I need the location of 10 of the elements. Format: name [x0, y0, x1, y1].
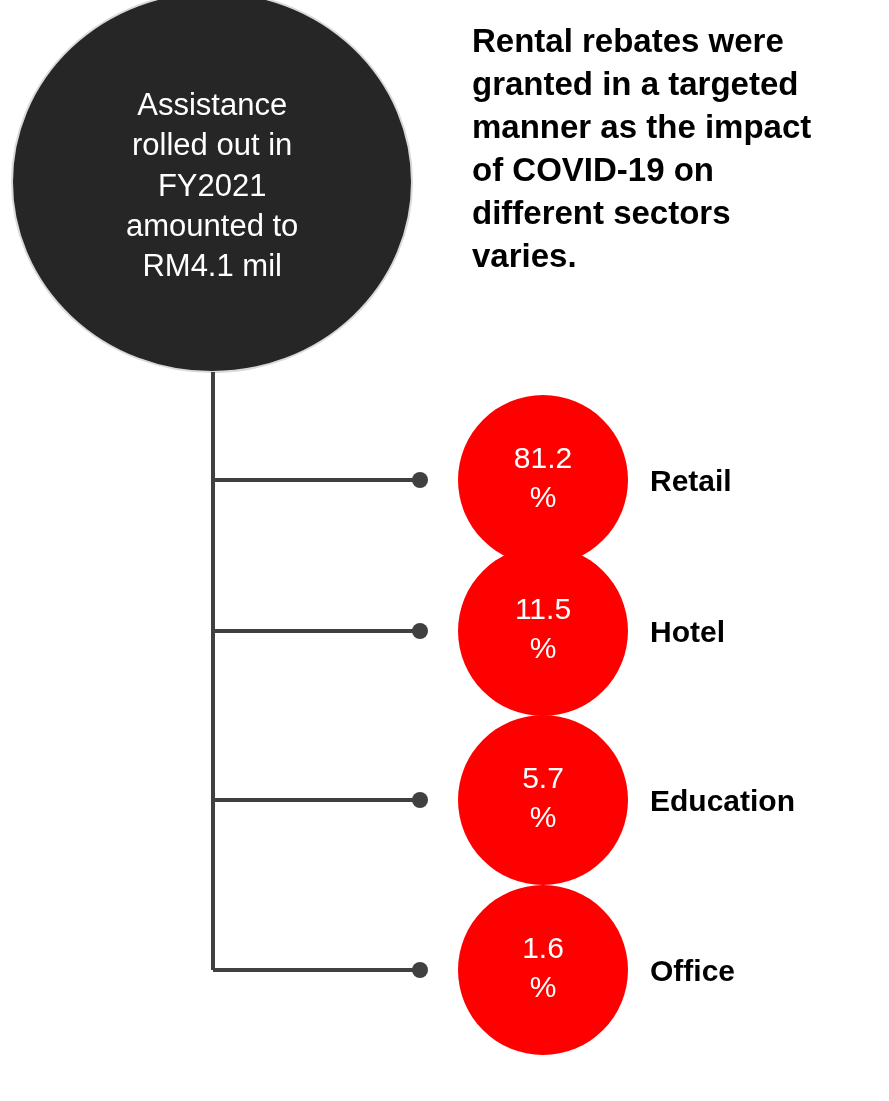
category-label: Hotel [650, 615, 725, 648]
data-label: 11.5 % [514, 592, 572, 664]
category-label: Retail [650, 464, 732, 497]
data-label: 81.2 % [513, 441, 573, 513]
data-label: 5.7 % [522, 761, 564, 833]
text: Rental rebates were granted in a targeted manner as the impact of COVID-19 on different sectors varies. [472, 22, 812, 274]
text: Assistance rolled out in FY2021 amounted to RM4.1 mil [126, 87, 299, 284]
category-label: Education [650, 784, 796, 817]
data-label: 1.6 % [522, 931, 564, 1003]
category-label: Office [650, 954, 736, 987]
